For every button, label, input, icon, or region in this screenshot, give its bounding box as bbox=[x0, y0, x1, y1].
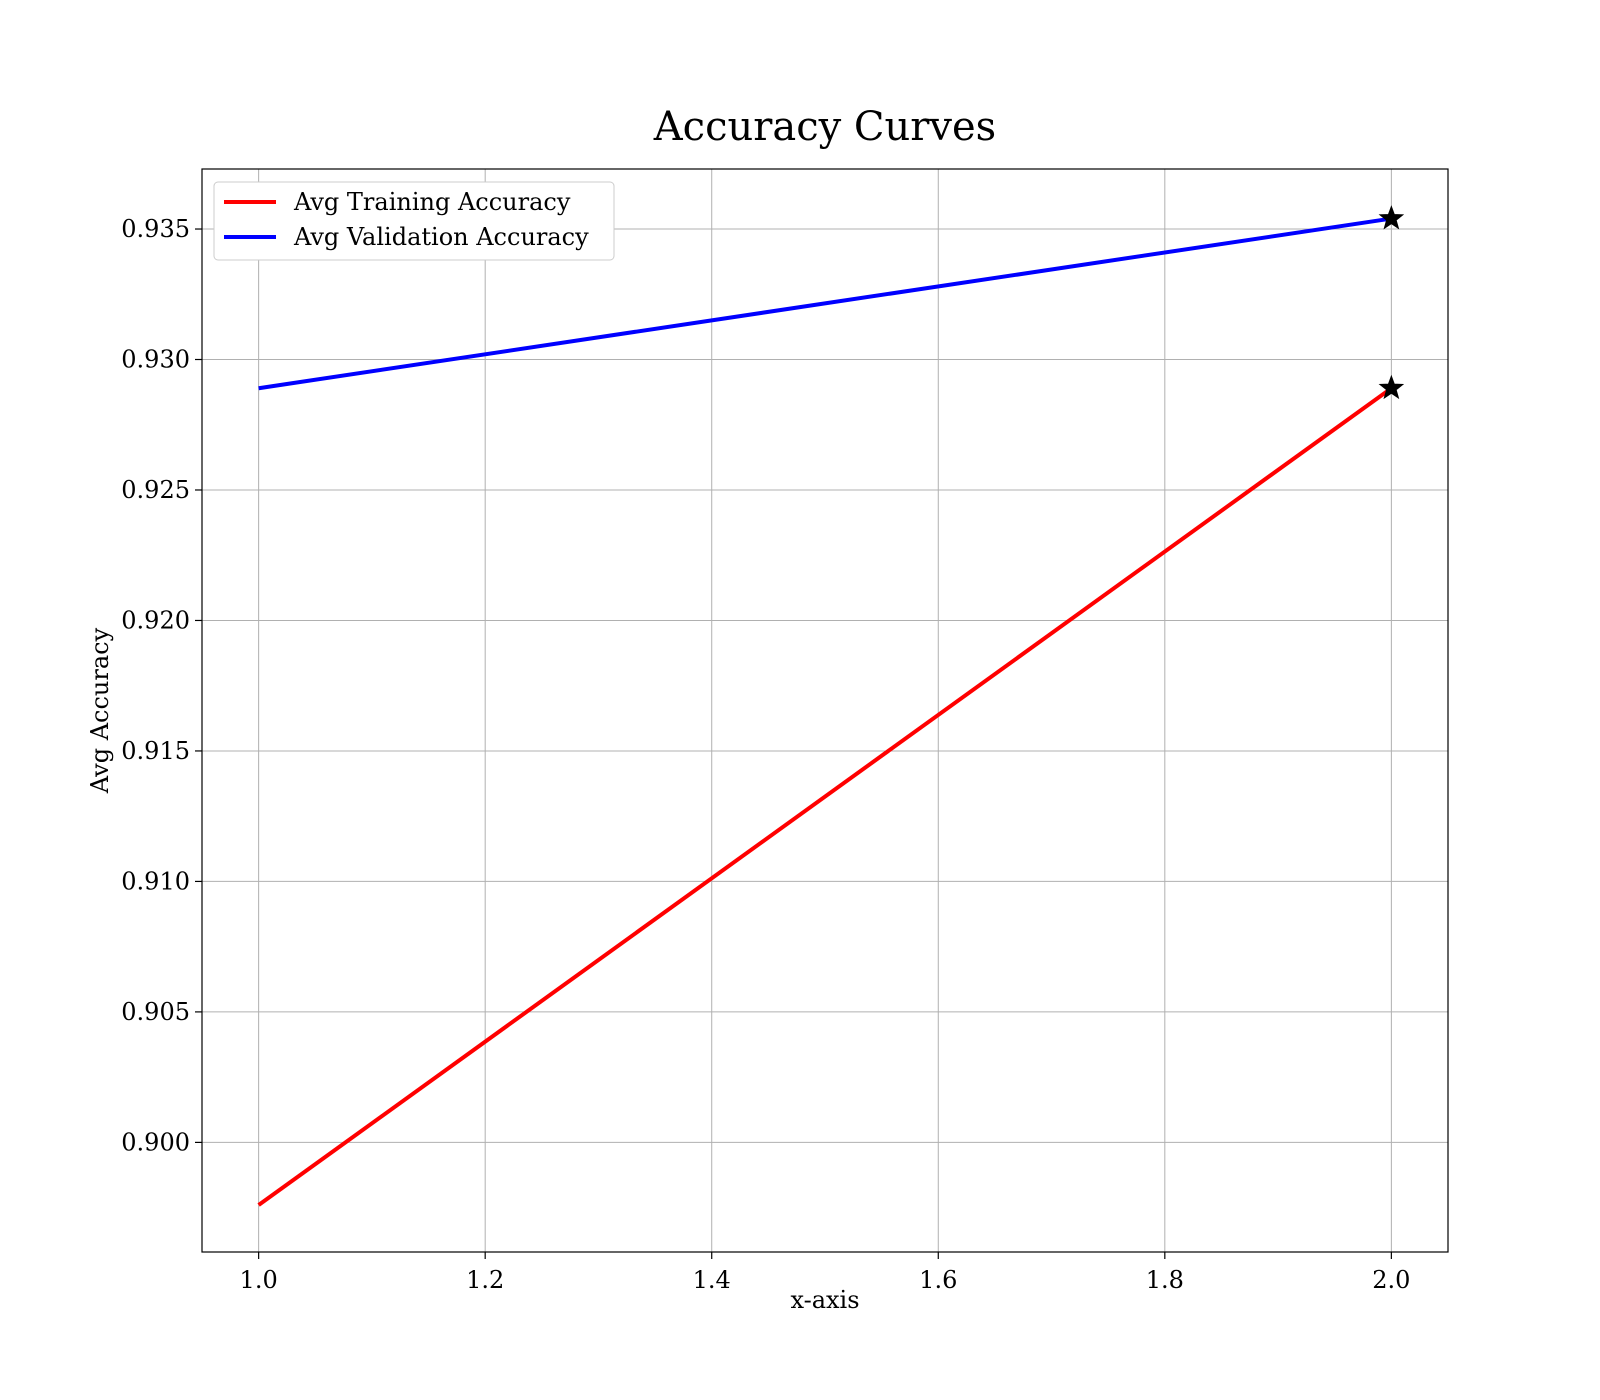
x-tick-label: 1.0 bbox=[240, 1266, 278, 1294]
x-tick-label: 1.2 bbox=[466, 1266, 504, 1294]
y-tick-label: 0.935 bbox=[121, 215, 190, 243]
y-tick-label: 0.905 bbox=[121, 998, 190, 1026]
legend: Avg Training Accuracy Avg Validation Accu… bbox=[213, 181, 615, 261]
series-line-1 bbox=[258, 216, 1392, 391]
best-point-star-0 bbox=[1378, 374, 1405, 400]
legend-label-1: Avg Validation Accuracy bbox=[293, 223, 589, 251]
chart-title: Accuracy Curves bbox=[653, 104, 996, 150]
x-tick-label: 1.4 bbox=[693, 1266, 731, 1294]
y-axis-label: Avg Accuracy bbox=[86, 627, 114, 794]
legend-label-0: Avg Training Accuracy bbox=[293, 188, 571, 216]
y-tick-label: 0.900 bbox=[121, 1128, 190, 1156]
y-tick-label: 0.915 bbox=[121, 737, 190, 765]
best-markers bbox=[1378, 205, 1405, 400]
plot-frame bbox=[201, 168, 1449, 1253]
x-tick-label: 2.0 bbox=[1372, 1266, 1410, 1294]
best-point-star-1 bbox=[1378, 205, 1405, 230]
x-axis-label: x-axis bbox=[790, 1286, 859, 1314]
grid bbox=[202, 169, 1448, 1252]
x-tick-label: 1.6 bbox=[919, 1266, 957, 1294]
series-lines bbox=[257, 216, 1393, 1207]
axis-ticks: 1.0 1.2 1.4 1.6 1.8 2.0 0.900 0.905 0.910 0.915 0.… bbox=[121, 215, 1410, 1294]
y-tick-label: 0.910 bbox=[121, 867, 190, 895]
y-tick-label: 0.925 bbox=[121, 476, 190, 504]
y-tick-label: 0.920 bbox=[121, 606, 190, 634]
series-line-0 bbox=[257, 386, 1393, 1207]
legend-box bbox=[213, 181, 615, 261]
y-tick-label: 0.930 bbox=[121, 346, 190, 374]
x-tick-label: 1.8 bbox=[1146, 1266, 1184, 1294]
